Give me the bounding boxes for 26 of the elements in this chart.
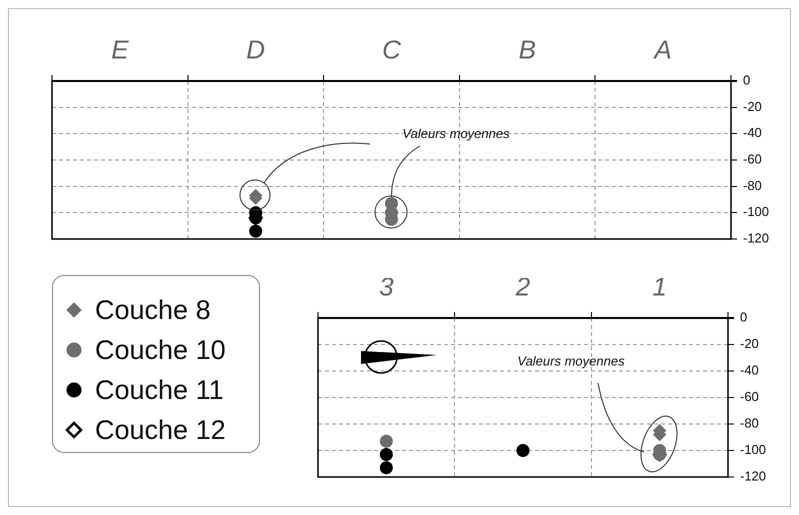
legend-label: Couche 11 <box>95 374 224 406</box>
y-tick-label: 0 <box>740 310 748 325</box>
y-tick-label: -100 <box>740 442 766 458</box>
legend-label: Couche 12 <box>95 414 226 446</box>
x-tick-label: C <box>382 34 402 65</box>
y-tick-label: -40 <box>740 362 759 378</box>
y-tick-label: -100 <box>743 204 770 220</box>
x-tick-label: 1 <box>652 272 667 302</box>
annotation: Valeurs moyennes <box>402 126 510 141</box>
y-tick-label: -40 <box>743 125 762 140</box>
legend-label: Couche 10 <box>95 334 226 366</box>
y-tick-label: -120 <box>743 230 770 246</box>
y-tick-label: 0 <box>743 72 750 88</box>
x-tick-label: B <box>518 34 536 65</box>
y-tick-label: -80 <box>743 178 762 193</box>
y-tick-label: -20 <box>743 98 762 114</box>
y-tick-label: -120 <box>740 468 766 484</box>
annotation: Valeurs moyennes <box>517 354 626 369</box>
y-tick-label: -80 <box>740 416 759 431</box>
legend-label: Couche 8 <box>95 294 211 326</box>
y-tick-label: -60 <box>740 389 759 404</box>
y-tick-label: -20 <box>740 336 759 352</box>
x-tick-label: E <box>111 34 130 65</box>
y-tick-label: -60 <box>743 152 762 167</box>
x-tick-label: A <box>652 34 672 65</box>
x-tick-label: D <box>246 34 266 65</box>
